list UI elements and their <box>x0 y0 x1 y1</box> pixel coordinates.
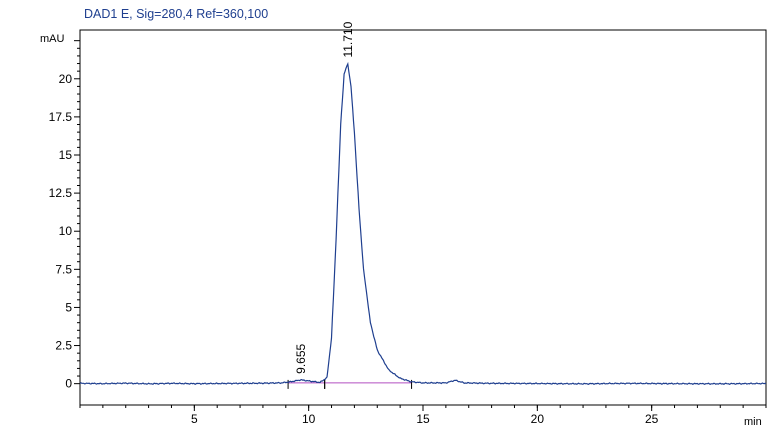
y-tick-label: 20 <box>59 72 73 86</box>
x-tick-label: 20 <box>531 412 545 426</box>
chromatogram-trace <box>79 61 767 386</box>
y-tick-label: 12.5 <box>49 186 73 200</box>
y-tick-label: 7.5 <box>55 262 72 276</box>
y-tick-label: 15 <box>59 148 73 162</box>
y-tick-label: 2.5 <box>55 339 72 353</box>
peak-label: 11.710 <box>341 21 355 57</box>
peak-label: 9.655 <box>294 343 308 373</box>
x-axis-ticks: 5 10 15 20 25 <box>79 405 767 426</box>
peak-annotations: 9.655 11.710 <box>294 21 355 373</box>
y-axis-label: mAU <box>40 33 65 45</box>
chromatogram-series <box>79 61 767 386</box>
x-axis-label: min <box>744 416 762 428</box>
x-tick-label: 25 <box>645 412 659 426</box>
y-tick-label: 10 <box>59 224 73 238</box>
x-tick-label: 5 <box>191 412 198 426</box>
y-tick-label: 17.5 <box>49 110 73 124</box>
y-tick-label: 5 <box>65 300 72 314</box>
y-tick-label: 0 <box>65 377 72 391</box>
x-tick-label: 15 <box>416 412 430 426</box>
x-tick-label: 10 <box>302 412 316 426</box>
y-axis-ticks: 0 2.5 5 7.5 10 12.5 15 17.5 20 <box>49 40 80 391</box>
chart-title: DAD1 E, Sig=280,4 Ref=360,100 <box>84 7 268 21</box>
